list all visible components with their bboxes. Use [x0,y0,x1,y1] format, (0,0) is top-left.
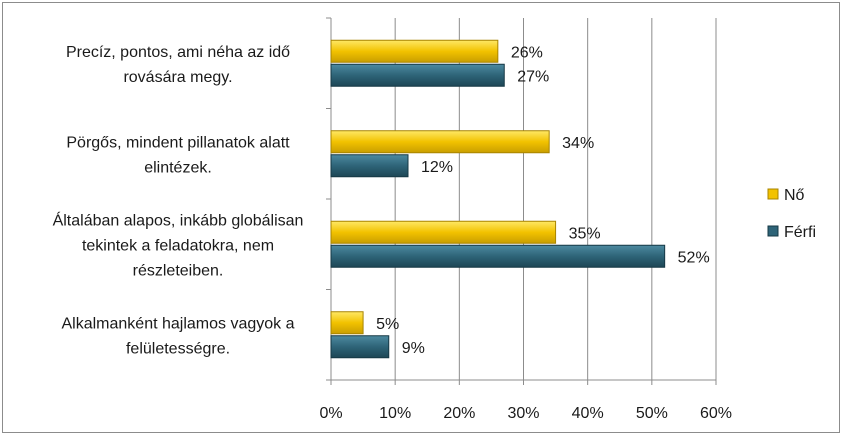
data-label: 27% [517,68,549,85]
category-label: tekintek a feladatokra, nem [82,237,274,254]
data-label: 12% [421,159,453,176]
x-tick-label: 20% [443,405,475,422]
category-label: részleteiben. [133,262,224,279]
category-label: elintézek. [144,159,212,176]
bar-no-1 [330,130,550,154]
bar-ferfi-2 [330,244,666,268]
legend-label: Férfi [784,224,816,241]
data-label: 35% [569,225,601,242]
bar-no-2 [330,220,557,244]
x-tick-label: 40% [572,405,604,422]
data-label: 34% [562,135,594,152]
category-label: Pörgős, mindent pillanatok alatt [66,134,290,151]
x-tick-label: 60% [700,405,732,422]
legend-swatch-ferfi [767,225,779,237]
x-tick-label: 10% [379,405,411,422]
bar-no-0 [330,39,499,63]
bar-ferfi-1 [330,154,409,178]
bar-ferfi-3 [330,335,390,359]
labels: 0% 10% 20% 30% 40% 50% 60% 26% 27% Precíz, pontos… [53,44,732,422]
category-label: Alkalmanként hajlamos vagyok a [61,315,294,332]
data-label: 26% [511,44,543,61]
legend-label: Nő [784,187,805,204]
x-tick-label: 50% [636,405,668,422]
bar-ferfi-0 [330,63,505,87]
data-label: 9% [402,340,425,357]
x-tick-label: 30% [507,405,539,422]
category-label: Precíz, pontos, ami néha az idő [66,44,290,61]
legend: Nő Férfi [767,187,816,241]
data-label: 52% [678,249,710,266]
bars [330,39,666,359]
category-label: Általában alapos, inkább globálisan [53,210,304,229]
data-label: 5% [376,316,399,333]
bar-no-3 [330,311,364,335]
x-tick-label: 0% [319,405,342,422]
category-label: rovására megy. [123,69,232,86]
category-label: felületességre. [126,340,230,357]
legend-swatch-no [767,188,779,200]
